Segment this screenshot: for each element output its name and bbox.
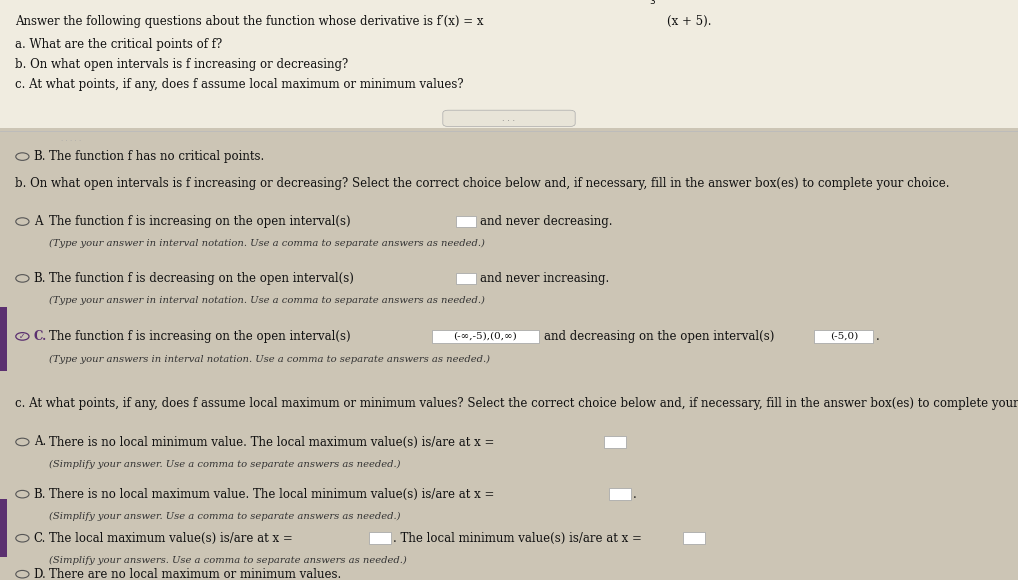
Text: (Type your answers in interval notation. Use a comma to separate answers as need: (Type your answers in interval notation.… — [49, 355, 490, 364]
FancyBboxPatch shape — [432, 330, 539, 343]
FancyBboxPatch shape — [456, 273, 476, 284]
Text: .: . — [875, 330, 880, 343]
Text: The local maximum value(s) is/are at x =: The local maximum value(s) is/are at x = — [49, 532, 292, 545]
FancyBboxPatch shape — [456, 216, 476, 227]
Text: (-∞,-5),(0,∞): (-∞,-5),(0,∞) — [453, 332, 517, 341]
FancyBboxPatch shape — [0, 499, 7, 557]
FancyBboxPatch shape — [443, 110, 575, 126]
Text: . . . . .: . . . . . — [61, 136, 81, 142]
Text: and decreasing on the open interval(s): and decreasing on the open interval(s) — [544, 330, 774, 343]
Text: A: A — [34, 215, 42, 228]
Text: C.: C. — [34, 330, 47, 343]
FancyBboxPatch shape — [609, 488, 631, 500]
Text: (Simplify your answer. Use a comma to separate answers as needed.): (Simplify your answer. Use a comma to se… — [49, 459, 400, 469]
FancyBboxPatch shape — [604, 436, 626, 448]
FancyBboxPatch shape — [683, 532, 705, 544]
Text: There is no local minimum value. The local maximum value(s) is/are at x =: There is no local minimum value. The loc… — [49, 436, 495, 448]
Text: (Type your answer in interval notation. Use a comma to separate answers as neede: (Type your answer in interval notation. … — [49, 239, 485, 248]
Text: D.: D. — [34, 568, 47, 580]
FancyBboxPatch shape — [814, 330, 873, 343]
Text: The function f is increasing on the open interval(s): The function f is increasing on the open… — [49, 330, 350, 343]
Text: c. At what points, if any, does f assume local maximum or minimum values?: c. At what points, if any, does f assume… — [15, 78, 464, 91]
Text: b. On what open intervals is f increasing or decreasing?: b. On what open intervals is f increasin… — [15, 58, 348, 71]
Text: c. At what points, if any, does f assume local maximum or minimum values? Select: c. At what points, if any, does f assume… — [15, 397, 1018, 410]
Text: $-\dfrac{1}{3}$: $-\dfrac{1}{3}$ — [642, 0, 658, 7]
Text: (Simplify your answers. Use a comma to separate answers as needed.): (Simplify your answers. Use a comma to s… — [49, 556, 406, 565]
Text: . . .: . . . — [503, 114, 515, 123]
Text: (Type your answer in interval notation. Use a comma to separate answers as neede: (Type your answer in interval notation. … — [49, 296, 485, 305]
FancyBboxPatch shape — [0, 307, 7, 371]
Text: and never decreasing.: and never decreasing. — [480, 215, 613, 228]
Text: B.: B. — [34, 488, 46, 501]
Text: The function f is increasing on the open interval(s): The function f is increasing on the open… — [49, 215, 350, 228]
Text: .: . — [633, 488, 637, 501]
Text: Answer the following questions about the function whose derivative is f′(x) = x: Answer the following questions about the… — [15, 14, 484, 27]
Text: a. What are the critical points of f?: a. What are the critical points of f? — [15, 38, 223, 50]
Text: . The local minimum value(s) is/are at x =: . The local minimum value(s) is/are at x… — [393, 532, 641, 545]
Text: B.: B. — [34, 272, 46, 285]
FancyBboxPatch shape — [369, 532, 391, 544]
Text: B.: B. — [34, 150, 46, 163]
Text: and never increasing.: and never increasing. — [480, 272, 610, 285]
Text: (Simplify your answer. Use a comma to separate answers as needed.): (Simplify your answer. Use a comma to se… — [49, 512, 400, 521]
Text: There are no local maximum or minimum values.: There are no local maximum or minimum va… — [49, 568, 341, 580]
Text: b. On what open intervals is f increasing or decreasing? Select the correct choi: b. On what open intervals is f increasin… — [15, 177, 950, 190]
Text: ✓: ✓ — [19, 332, 25, 341]
Text: (x + 5).: (x + 5). — [667, 14, 712, 27]
Text: C.: C. — [34, 532, 46, 545]
Text: A.: A. — [34, 436, 46, 448]
Text: There is no local maximum value. The local minimum value(s) is/are at x =: There is no local maximum value. The loc… — [49, 488, 495, 501]
Text: The function f is decreasing on the open interval(s): The function f is decreasing on the open… — [49, 272, 353, 285]
Text: (-5,0): (-5,0) — [830, 332, 858, 341]
Text: The function f has no critical points.: The function f has no critical points. — [49, 150, 264, 163]
FancyBboxPatch shape — [0, 0, 1018, 128]
